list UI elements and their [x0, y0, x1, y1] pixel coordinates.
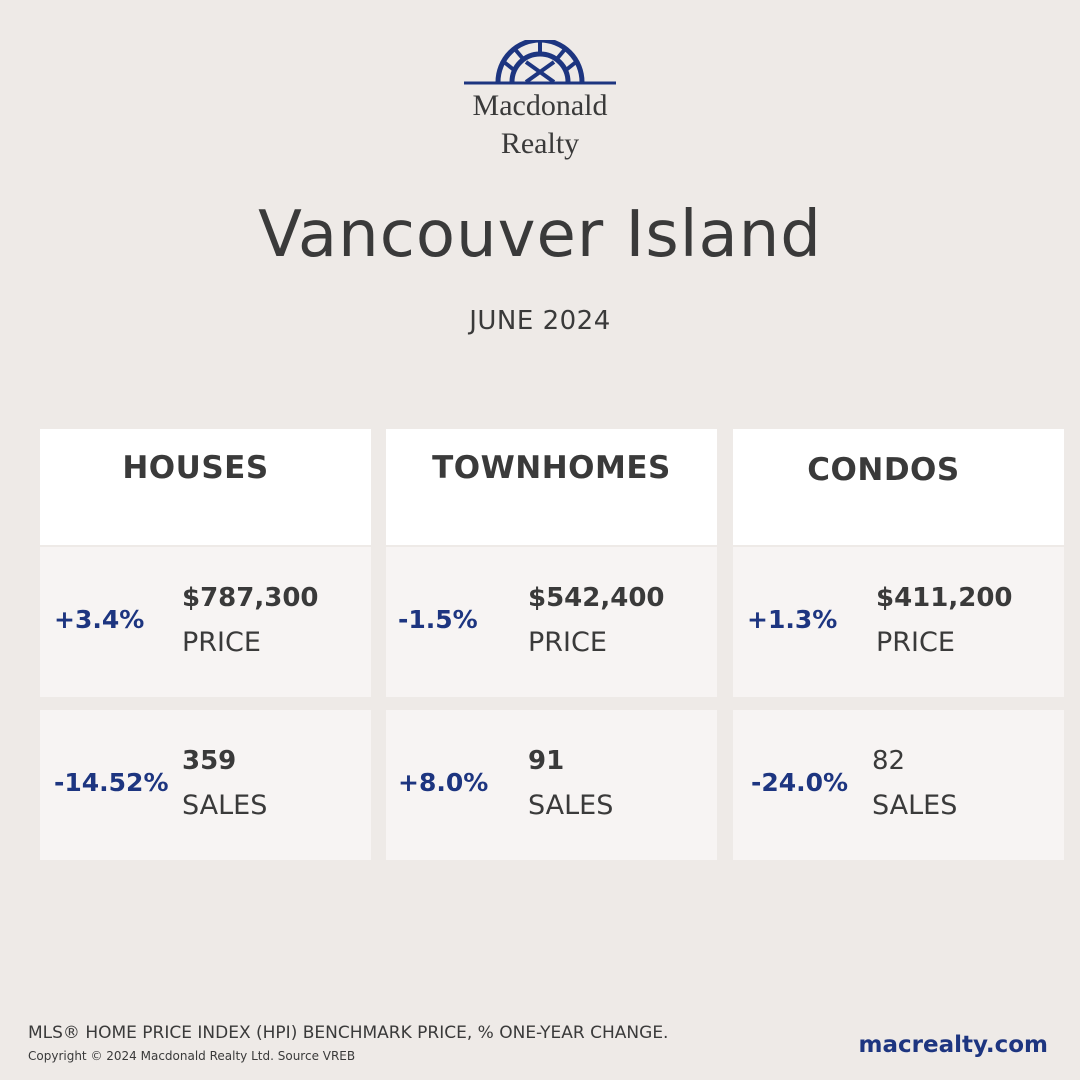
- brand-logo: Macdonald Realty: [440, 40, 640, 165]
- sales-stat: -24.0% 82 SALES: [733, 710, 1064, 860]
- report-period: JUNE 2024: [469, 306, 611, 336]
- category-title: TOWNHOMES: [432, 450, 671, 486]
- category-header: TOWNHOMES: [386, 429, 717, 545]
- category-header: CONDOS: [733, 429, 1064, 545]
- price-label: PRICE: [528, 627, 607, 658]
- category-card-townhomes: TOWNHOMES -1.5% $542,400 PRICE +8.0% 91 …: [386, 429, 717, 860]
- sales-label: SALES: [872, 790, 958, 821]
- sales-change: -24.0%: [751, 768, 849, 797]
- methodology-note: MLS® HOME PRICE INDEX (HPI) BENCHMARK PR…: [28, 1023, 669, 1043]
- price-change: -1.5%: [398, 605, 478, 634]
- sales-stat: -14.52% 359 SALES: [40, 710, 371, 860]
- price-value: $542,400: [528, 583, 665, 613]
- sales-label: SALES: [182, 790, 268, 821]
- price-stat: +3.4% $787,300 PRICE: [40, 547, 371, 697]
- sales-label: SALES: [528, 790, 614, 821]
- price-change: +1.3%: [747, 605, 838, 634]
- brand-name-line1: Macdonald: [472, 89, 608, 122]
- sales-stat: +8.0% 91 SALES: [386, 710, 717, 860]
- sales-change: +8.0%: [398, 768, 489, 797]
- price-label: PRICE: [182, 627, 261, 658]
- price-stat: +1.3% $411,200 PRICE: [733, 547, 1064, 697]
- category-title: CONDOS: [807, 452, 960, 488]
- sales-value: 359: [182, 746, 237, 776]
- brand-name-line2: Realty: [500, 127, 580, 160]
- sales-change: -14.52%: [54, 768, 169, 797]
- sunburst-arch-logo-icon: [464, 40, 616, 85]
- price-stat: -1.5% $542,400 PRICE: [386, 547, 717, 697]
- category-card-houses: HOUSES +3.4% $787,300 PRICE -14.52% 359 …: [40, 429, 371, 860]
- price-label: PRICE: [876, 627, 955, 658]
- page-title: Vancouver Island: [258, 198, 822, 272]
- sales-value: 91: [528, 746, 565, 776]
- sales-value: 82: [872, 746, 906, 776]
- price-value: $787,300: [182, 583, 319, 613]
- price-change: +3.4%: [54, 605, 145, 634]
- category-title: HOUSES: [122, 450, 269, 486]
- copyright-text: Copyright © 2024 Macdonald Realty Ltd. S…: [28, 1049, 356, 1063]
- category-card-condos: CONDOS +1.3% $411,200 PRICE -24.0% 82 SA…: [733, 429, 1064, 860]
- price-value: $411,200: [876, 583, 1013, 613]
- category-header: HOUSES: [40, 429, 371, 545]
- website-link[interactable]: macrealty.com: [858, 1032, 1048, 1058]
